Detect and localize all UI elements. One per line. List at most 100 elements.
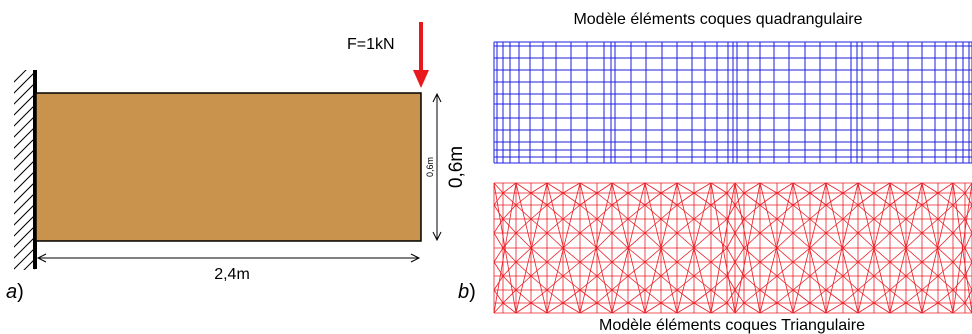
tri-mesh-line xyxy=(792,232,811,249)
tri-mesh-line xyxy=(627,204,646,220)
tri-mesh-line xyxy=(937,182,954,194)
tri-mesh-line xyxy=(579,261,598,277)
tri-mesh-line xyxy=(825,261,844,277)
tri-mesh-line xyxy=(759,192,778,206)
tri-mesh-line xyxy=(710,232,728,249)
tri-mesh-line xyxy=(776,182,794,194)
tri-mesh-line xyxy=(937,192,954,206)
tri-mesh-line xyxy=(710,182,728,194)
tri-mesh-line xyxy=(809,232,827,249)
hatch-line xyxy=(14,159,35,182)
tri-mesh-line xyxy=(809,218,827,234)
tri-mesh-line xyxy=(776,232,794,249)
hatch-line xyxy=(14,247,35,270)
tri-mesh-line xyxy=(734,192,745,206)
tri-mesh-line xyxy=(493,182,504,194)
tri-mesh-line xyxy=(644,275,662,291)
tri-mesh-line xyxy=(776,289,794,304)
tri-mesh-line xyxy=(759,182,778,194)
tri-mesh-line xyxy=(809,204,827,220)
tri-mesh-line xyxy=(776,261,794,277)
tri-mesh-line xyxy=(873,275,891,291)
tri-mesh-line xyxy=(579,289,598,304)
tri-mesh-line xyxy=(530,232,548,249)
tri-mesh-line xyxy=(964,182,972,194)
tri-mesh-line xyxy=(515,192,532,206)
tri-mesh-line xyxy=(611,232,629,249)
tri-mesh-line xyxy=(530,247,548,263)
tri-mesh-line xyxy=(873,302,891,314)
tri-mesh-line xyxy=(905,261,923,277)
tri-mesh-line xyxy=(809,247,827,263)
panel-a-label: a) xyxy=(6,281,24,303)
tri-mesh-line xyxy=(515,261,532,277)
tri-mesh-line xyxy=(726,261,736,277)
tri-mesh-line xyxy=(546,182,564,194)
height-label: 0,6m xyxy=(446,146,467,188)
panel-b: Modèle éléments coques quadrangulaire Mo… xyxy=(458,11,972,334)
tri-mesh-line xyxy=(515,289,532,304)
tri-mesh-line xyxy=(873,182,891,194)
tri-mesh-line xyxy=(889,192,907,206)
tri-mesh-line xyxy=(562,232,581,249)
tri-mesh-line xyxy=(493,247,504,263)
tri-mesh-line xyxy=(792,261,811,277)
tri-mesh-line xyxy=(676,232,695,249)
tri-mesh-line xyxy=(644,182,662,194)
tri-mesh-line xyxy=(889,247,907,263)
tri-mesh-line xyxy=(627,218,646,234)
tri-mesh-line xyxy=(579,182,613,314)
tri-mesh-line xyxy=(873,289,891,304)
hatch-line xyxy=(14,236,35,259)
tri-mesh-line xyxy=(825,232,844,249)
tri-mesh-line xyxy=(493,204,504,220)
tri-mesh-line xyxy=(660,232,678,249)
tri-mesh-line xyxy=(759,204,778,220)
tri-mesh-line xyxy=(693,247,712,263)
tri-mesh-line xyxy=(693,218,712,234)
tri-mesh-line xyxy=(809,302,827,314)
tri-mesh-line xyxy=(596,289,613,304)
tri-mesh-line xyxy=(743,182,761,194)
tri-mesh-line xyxy=(627,232,646,249)
tri-mesh-line xyxy=(905,247,923,263)
tri-mesh-line xyxy=(515,302,532,314)
tri-mesh-line xyxy=(546,204,564,220)
tri-mesh-line xyxy=(493,289,504,304)
tri-mesh-line xyxy=(627,261,646,277)
tri-mesh-line xyxy=(964,192,972,206)
tri-mesh-line xyxy=(515,247,532,263)
hatch-line xyxy=(14,203,35,226)
tri-mesh-line xyxy=(857,247,875,263)
tri-mesh-line xyxy=(627,275,646,291)
tri-mesh-line xyxy=(530,275,548,291)
tri-mesh-line xyxy=(792,192,811,206)
tri-mesh-line xyxy=(502,289,517,304)
panel-a: F=1kN 0,6m 0,6m 2,4m a) xyxy=(6,22,467,303)
tri-mesh-line xyxy=(792,275,811,291)
tri-mesh-line xyxy=(562,192,581,206)
hatch-line xyxy=(14,82,35,105)
tri-mesh-line xyxy=(921,182,954,314)
tri-mesh-line xyxy=(905,192,923,206)
tri-mesh-line xyxy=(937,232,954,249)
tri-mesh-line xyxy=(743,192,761,206)
force-arrow xyxy=(413,22,429,88)
tri-mesh-line xyxy=(776,218,794,234)
tri-mesh-line xyxy=(627,302,646,314)
tri-mesh-line xyxy=(825,218,844,234)
tri-mesh-line xyxy=(759,289,778,304)
tri-mesh-line xyxy=(842,232,859,249)
tri-mesh-line xyxy=(857,192,875,206)
tri-mesh-line xyxy=(515,182,548,314)
tri-mesh-line xyxy=(857,182,875,194)
tri-mesh-line xyxy=(644,204,662,220)
tri-mesh-line xyxy=(759,247,778,263)
tri-mesh-line xyxy=(889,182,907,194)
tri-mesh-line xyxy=(759,261,778,277)
tri-mesh-line xyxy=(734,182,745,194)
tri-mesh-line xyxy=(502,182,517,194)
tri-mesh-line xyxy=(952,289,966,304)
tri-mesh-line xyxy=(611,218,629,234)
tri-mesh-line xyxy=(743,302,761,314)
